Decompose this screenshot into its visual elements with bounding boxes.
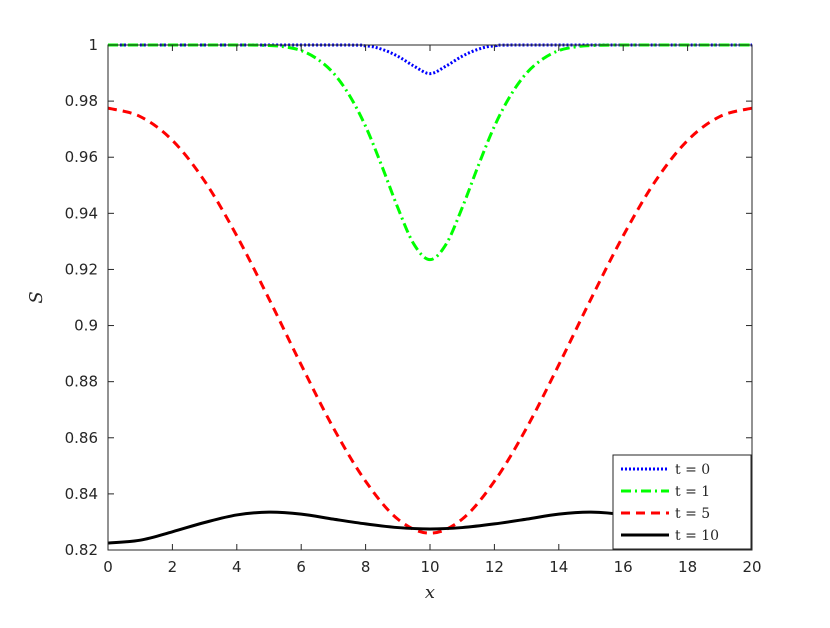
x-tick-label: 6 xyxy=(296,558,306,576)
x-tick-label: 18 xyxy=(678,558,697,576)
series-line-2 xyxy=(108,43,752,262)
y-tick-label: 0.92 xyxy=(65,260,98,278)
series-line-3 xyxy=(108,106,752,535)
y-tick-label: 0.82 xyxy=(65,541,98,559)
x-tick-label: 20 xyxy=(742,558,761,576)
x-axis-label: x xyxy=(425,582,435,603)
y-tick-label: 0.96 xyxy=(65,148,98,166)
x-tick-label: 14 xyxy=(549,558,568,576)
y-axis-label: S xyxy=(26,291,47,303)
legend-label-1: t = 0 xyxy=(675,462,710,478)
legend-label-4: t = 10 xyxy=(675,528,719,544)
legend-box xyxy=(612,454,752,550)
x-tick-label: 12 xyxy=(485,558,504,576)
x-tick-label: 16 xyxy=(614,558,633,576)
x-tick-label: 4 xyxy=(232,558,242,576)
y-tick-label: 1 xyxy=(88,36,98,54)
x-tick-label: 2 xyxy=(168,558,178,576)
y-tick-label: 0.86 xyxy=(65,429,98,447)
y-tick-label: 0.9 xyxy=(74,317,98,335)
legend-label-2: t = 1 xyxy=(675,484,710,500)
y-tick-label: 0.84 xyxy=(65,485,98,503)
y-tick-label: 0.94 xyxy=(65,204,98,222)
legend-label-3: t = 5 xyxy=(675,506,710,522)
x-tick-label: 10 xyxy=(420,558,439,576)
x-tick-label: 0 xyxy=(103,558,113,576)
y-tick-label: 0.98 xyxy=(65,92,98,110)
y-tick-label: 0.88 xyxy=(65,373,98,391)
x-tick-label: 8 xyxy=(361,558,371,576)
